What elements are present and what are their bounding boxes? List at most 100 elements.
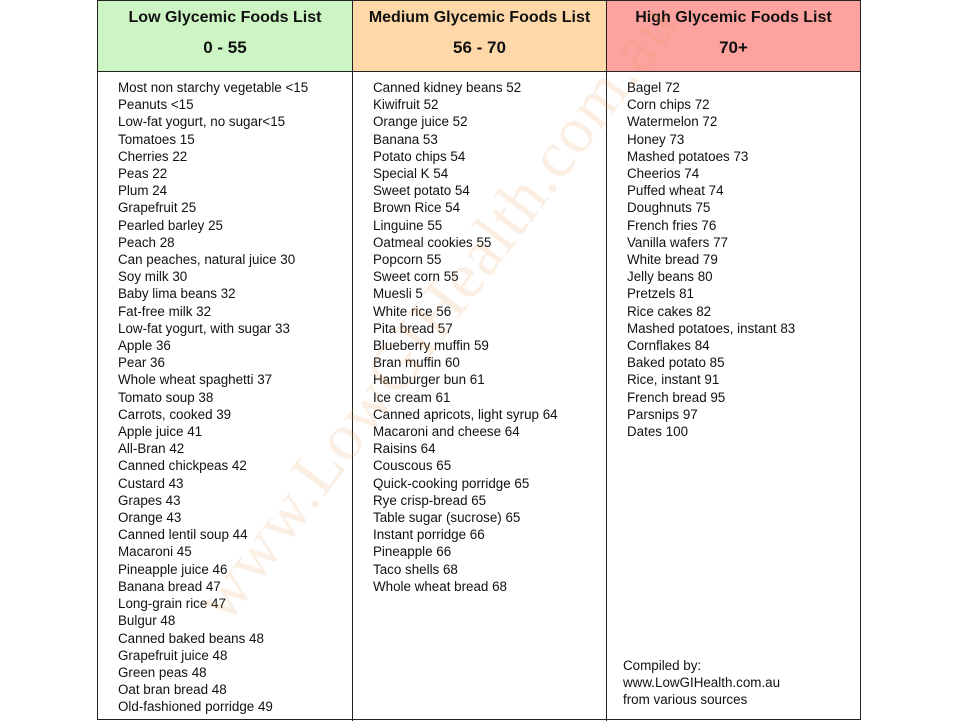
food-item: Orange 43 <box>118 510 182 526</box>
food-item: Cheerios 74 <box>627 166 700 182</box>
food-item: Rye crisp-bread 65 <box>373 492 487 508</box>
food-item: Soy milk 30 <box>118 269 188 285</box>
compiled-by-site: www.LowGIHealth.com.au <box>623 675 781 690</box>
food-item: Brown Rice 54 <box>373 200 461 216</box>
food-item: Hamburger bun 61 <box>373 372 485 388</box>
food-item: French bread 95 <box>627 389 726 405</box>
compiled-by-note: Compiled by: www.LowGIHealth.com.au from… <box>623 657 780 708</box>
medium-gi-range: 56 - 70 <box>453 38 506 57</box>
low-gi-column: Low Glycemic Foods List 0 - 55 Most non … <box>98 1 353 721</box>
food-item: Table sugar (sucrose) 65 <box>373 510 521 526</box>
food-item: Bulgur 48 <box>118 613 176 629</box>
low-gi-range: 0 - 55 <box>203 38 247 57</box>
food-item: Special K 54 <box>373 166 449 182</box>
food-item: Grapefruit 25 <box>118 200 197 216</box>
food-item: Popcorn 55 <box>373 252 442 268</box>
medium-gi-column: Medium Glycemic Foods List 56 - 70 Canne… <box>353 1 607 721</box>
food-item: Canned chickpeas 42 <box>118 458 247 474</box>
food-item: White rice 56 <box>373 303 452 319</box>
food-item: Canned kidney beans 52 <box>373 80 522 95</box>
high-gi-range: 70+ <box>719 38 748 57</box>
food-item: Cornflakes 84 <box>627 338 710 354</box>
food-item: Low-fat yogurt, no sugar<15 <box>118 114 286 130</box>
food-item: Potato chips 54 <box>373 148 466 164</box>
compiled-by-label: Compiled by: <box>623 658 702 673</box>
high-gi-title: High Glycemic Foods List <box>635 9 832 26</box>
food-item: Quick-cooking porridge 65 <box>373 475 530 491</box>
food-item: Macaroni 45 <box>118 544 192 560</box>
low-gi-header: Low Glycemic Foods List 0 - 55 <box>98 1 352 72</box>
food-item: Dates 100 <box>627 424 689 440</box>
food-item: Canned apricots, light syrup 64 <box>373 406 558 422</box>
food-item: Baked potato 85 <box>627 355 725 371</box>
food-item: Blueberry muffin 59 <box>373 338 489 354</box>
food-item: Pineapple 66 <box>373 544 452 560</box>
food-item: Pineapple juice 46 <box>118 561 228 577</box>
food-item: Fat-free milk 32 <box>118 303 212 319</box>
medium-gi-title: Medium Glycemic Foods List <box>368 9 591 26</box>
food-item: Sweet corn 55 <box>373 269 459 285</box>
compiled-by-sources: from various sources <box>623 692 748 707</box>
food-item: Orange juice 52 <box>373 114 468 130</box>
food-item: Puffed wheat 74 <box>627 183 724 199</box>
food-item: Canned lentil soup 44 <box>118 527 248 543</box>
food-item: Peach 28 <box>118 234 175 250</box>
food-item: Apple juice 41 <box>118 424 203 440</box>
food-item: Pretzels 81 <box>627 286 694 302</box>
food-item: Oat bran bread 48 <box>118 682 227 698</box>
low-gi-title: Low Glycemic Foods List <box>128 9 322 26</box>
food-item: Honey 73 <box>627 131 685 147</box>
food-item: Apple 36 <box>118 338 171 354</box>
food-item: Oatmeal cookies 55 <box>373 234 492 250</box>
food-item: Pita bread 57 <box>373 320 453 336</box>
food-item: Carrots, cooked 39 <box>118 406 232 422</box>
food-item: Macaroni and cheese 64 <box>373 424 520 440</box>
food-item: Ice cream 61 <box>373 389 451 405</box>
food-item: Corn chips 72 <box>627 97 710 113</box>
food-item: Banana 53 <box>373 131 438 147</box>
food-item: Sweet potato 54 <box>373 183 470 199</box>
food-item: Most non starchy vegetable <15 <box>118 80 309 95</box>
food-item: Plum 24 <box>118 183 168 199</box>
high-gi-list: Bagel 72 Corn chips 72 Watermelon 72 Honey … <box>607 72 860 440</box>
high-gi-header: High Glycemic Foods List 70+ <box>607 1 860 72</box>
food-item: Raisins 64 <box>373 441 436 457</box>
food-item: Cherries 22 <box>118 148 188 164</box>
food-item: Bran muffin 60 <box>373 355 460 371</box>
food-item: Linguine 55 <box>373 217 443 233</box>
food-item: Can peaches, natural juice 30 <box>118 252 296 268</box>
food-item: Tomatoes 15 <box>118 131 195 147</box>
food-item: Mashed potatoes 73 <box>627 148 749 164</box>
glycemic-table: Low Glycemic Foods List 0 - 55 Most non … <box>97 0 861 721</box>
food-item: Rice cakes 82 <box>627 303 712 319</box>
food-item: Jelly beans 80 <box>627 269 713 285</box>
food-item: Whole wheat spaghetti 37 <box>118 372 273 388</box>
food-item: Doughnuts 75 <box>627 200 711 216</box>
food-item: Custard 43 <box>118 475 184 491</box>
food-item: Taco shells 68 <box>373 561 458 577</box>
food-item: Pear 36 <box>118 355 165 371</box>
food-item: Instant porridge 66 <box>373 527 485 543</box>
food-item: Peanuts <15 <box>118 97 194 113</box>
low-gi-list: Most non starchy vegetable <15 Peanuts <1… <box>98 72 352 716</box>
food-item: Muesli 5 <box>373 286 423 302</box>
high-gi-column: High Glycemic Foods List 70+ Bagel 72 Cor… <box>607 1 860 721</box>
food-item: Bagel 72 <box>627 80 680 95</box>
food-item: All-Bran 42 <box>118 441 185 457</box>
food-item: Banana bread 47 <box>118 578 221 594</box>
food-item: Long-grain rice 47 <box>118 596 226 612</box>
food-item: Baby lima beans 32 <box>118 286 236 302</box>
food-item: French fries 76 <box>627 217 717 233</box>
food-item: Low-fat yogurt, with sugar 33 <box>118 320 290 336</box>
food-item: Watermelon 72 <box>627 114 718 130</box>
food-item: Pearled barley 25 <box>118 217 223 233</box>
food-item: Grapefruit juice 48 <box>118 647 228 663</box>
food-item: Green peas 48 <box>118 664 207 680</box>
medium-gi-header: Medium Glycemic Foods List 56 - 70 <box>353 1 606 72</box>
food-item: Grapes 43 <box>118 492 181 508</box>
food-item: Old-fashioned porridge 49 <box>118 699 273 715</box>
medium-gi-list: Canned kidney beans 52 Kiwifruit 52 Orange… <box>353 72 606 595</box>
food-item: Tomato soup 38 <box>118 389 214 405</box>
food-item: Parsnips 97 <box>627 406 698 422</box>
food-item: Couscous 65 <box>373 458 452 474</box>
